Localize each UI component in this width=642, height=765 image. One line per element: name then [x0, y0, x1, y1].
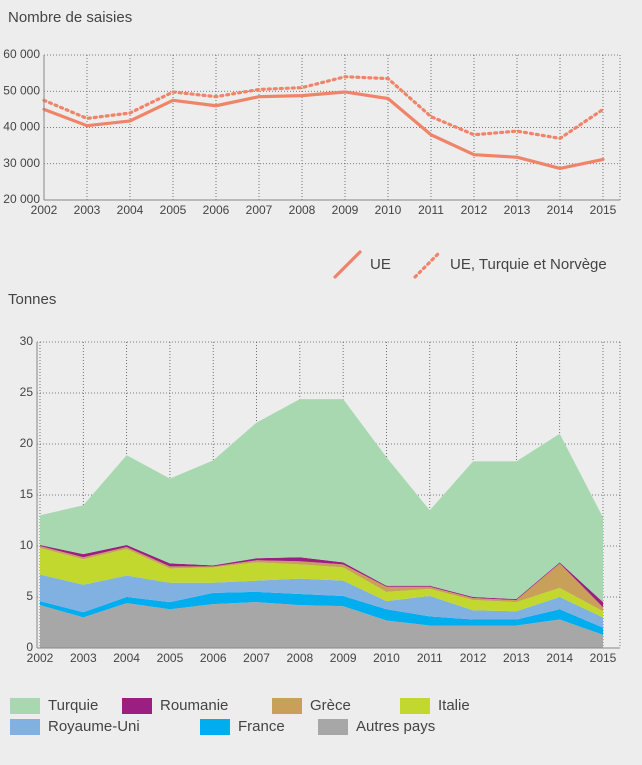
x-tick-label: 2002: [27, 651, 54, 665]
area: [40, 548, 603, 618]
area: [40, 591, 603, 635]
x-tick-label: 2005: [157, 651, 184, 665]
x-tick-label: 2007: [246, 203, 273, 217]
x-tick-label: 2003: [70, 651, 97, 665]
y-tick-label: 30 000: [3, 156, 40, 170]
legend-label: Roumanie: [160, 697, 228, 714]
axis-title: Nombre de saisies: [8, 9, 132, 26]
y-tick-label: 30: [20, 334, 34, 348]
legend-icon: [333, 250, 362, 279]
legend-label: Italie: [438, 697, 470, 714]
legend-icon: [413, 250, 442, 279]
legend-label: UE, Turquie et Norvège: [450, 256, 607, 273]
x-tick-label: 2009: [330, 651, 357, 665]
legend-swatch: [400, 698, 430, 714]
x-tick-label: 2008: [286, 651, 313, 665]
area: [40, 399, 603, 603]
x-tick-label: 2005: [160, 203, 187, 217]
x-tick-label: 2014: [547, 203, 574, 217]
y-tick-label: 10: [20, 538, 34, 552]
x-tick-label: 2010: [375, 203, 402, 217]
y-tick-label: 20: [20, 436, 34, 450]
line: [42, 90, 605, 171]
x-tick-label: 2007: [243, 651, 270, 665]
x-tick-label: 2011: [417, 651, 443, 665]
legend-label: France: [238, 718, 285, 735]
x-tick-label: 2014: [546, 651, 573, 665]
legend-swatch: [272, 698, 302, 714]
legend-label: Turquie: [48, 697, 98, 714]
y-tick-label: 60 000: [3, 47, 40, 61]
x-tick-label: 2003: [74, 203, 101, 217]
x-tick-label: 2009: [332, 203, 359, 217]
y-tick-label: 25: [20, 385, 34, 399]
line: [42, 75, 605, 140]
legend-swatch: [10, 719, 40, 735]
x-tick-label: 2010: [373, 651, 400, 665]
y-tick-label: 5: [26, 589, 33, 603]
legend-label: Royaume-Uni: [48, 718, 140, 735]
area: [40, 574, 603, 628]
axis-title: Tonnes: [8, 291, 56, 308]
x-tick-label: 2002: [31, 203, 58, 217]
x-tick-label: 2004: [113, 651, 140, 665]
x-tick-label: 2015: [590, 203, 617, 217]
legend-label: Grèce: [310, 697, 351, 714]
x-tick-label: 2013: [503, 651, 530, 665]
y-tick-label: 0: [26, 640, 33, 654]
x-tick-label: 2008: [289, 203, 316, 217]
x-tick-label: 2013: [504, 203, 531, 217]
x-tick-label: 2015: [590, 651, 617, 665]
x-tick-label: 2004: [117, 203, 144, 217]
legend-swatch: [122, 698, 152, 714]
legend-swatch: [318, 719, 348, 735]
x-tick-label: 2012: [460, 651, 487, 665]
y-tick-label: 50 000: [3, 83, 40, 97]
legend-label: Autres pays: [356, 718, 435, 735]
legend-swatch: [10, 698, 40, 714]
x-tick-label: 2006: [203, 203, 230, 217]
legend-swatch: [200, 719, 230, 735]
area: [40, 602, 603, 648]
y-tick-label: 15: [20, 487, 34, 501]
x-tick-label: 2006: [200, 651, 227, 665]
y-tick-label: 20 000: [3, 192, 40, 206]
x-tick-label: 2011: [418, 203, 444, 217]
y-tick-label: 40 000: [3, 120, 40, 134]
x-tick-label: 2012: [461, 203, 488, 217]
legend-label: UE: [370, 256, 391, 273]
